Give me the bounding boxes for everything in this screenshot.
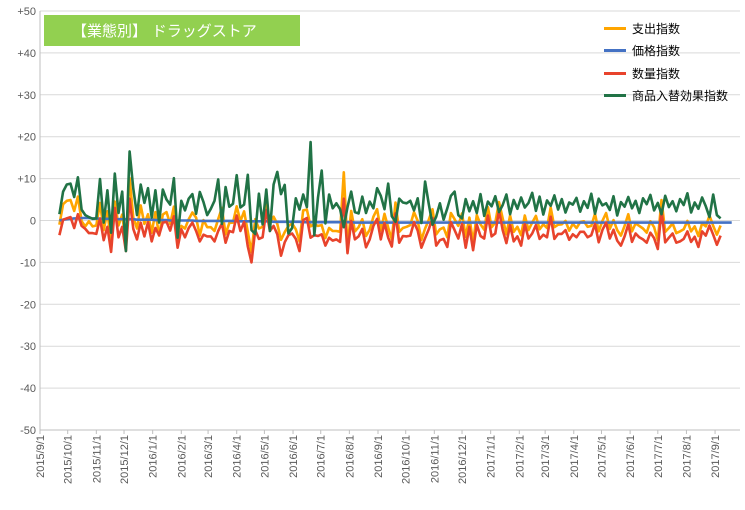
legend-swatch <box>604 49 626 53</box>
x-tick-label: 2017/6/1 <box>625 435 637 478</box>
x-tick-label: 2015/12/1 <box>119 435 131 484</box>
x-tick-label: 2016/10/1 <box>401 435 413 484</box>
x-tick-label: 2016/9/1 <box>373 435 385 478</box>
y-axis-tick-labels: +50 +40 +30 +20 +10 0 -10 -20 -30 -40 -50 <box>17 6 36 437</box>
legend-item: 価格指数 <box>604 40 728 63</box>
y-tick-label: -40 <box>20 383 36 395</box>
x-tick-label: 2017/4/1 <box>569 435 581 478</box>
y-tick-label: +20 <box>17 132 36 144</box>
series-lines <box>58 140 732 264</box>
y-tick-label: 0 <box>30 216 36 228</box>
y-tick-label: +30 <box>17 90 36 102</box>
x-tick-label: 2017/8/1 <box>681 435 693 478</box>
x-tick-label: 2015/9/1 <box>35 435 47 478</box>
y-tick-label: +40 <box>17 48 36 60</box>
legend-label: 商品入替効果指数 <box>632 89 729 104</box>
y-tick-label: -10 <box>20 257 36 269</box>
x-tick-label: 2016/5/1 <box>259 435 271 478</box>
series-line <box>58 140 722 253</box>
legend-swatch <box>604 94 626 98</box>
x-tick-label: 2017/3/1 <box>540 435 552 478</box>
x-tick-label: 2016/1/1 <box>148 435 160 478</box>
legend-label: 数量指数 <box>632 66 681 81</box>
chart-title: 【業態別】 ドラッグストア <box>44 15 300 46</box>
x-tick-label: 2017/7/1 <box>653 435 665 478</box>
chart-legend: 支出指数価格指数数量指数商品入替効果指数 <box>604 17 728 107</box>
x-tick-label: 2017/9/1 <box>710 435 722 478</box>
legend-label: 価格指数 <box>632 44 681 59</box>
x-tick-label: 2016/6/1 <box>288 435 300 478</box>
x-tick-label: 2016/2/1 <box>176 435 188 478</box>
series-line <box>58 197 722 264</box>
series-line <box>58 171 722 254</box>
x-tick-label: 2016/7/1 <box>316 435 328 478</box>
legend-swatch <box>604 71 626 75</box>
x-tick-label: 2017/2/1 <box>514 435 526 478</box>
legend-item: 支出指数 <box>604 17 728 40</box>
x-tick-label: 2016/4/1 <box>232 435 244 478</box>
x-axis-tick-labels: 2015/9/1 2015/10/1 2015/11/1 2015/12/1 2016/… <box>35 430 722 484</box>
x-tick-label: 2015/10/1 <box>63 435 75 484</box>
y-tick-label: +50 <box>17 6 36 18</box>
x-tick-label: 2015/11/1 <box>91 435 103 483</box>
legend-swatch <box>604 26 626 30</box>
x-tick-label: 2016/3/1 <box>203 435 215 478</box>
legend-item: 数量指数 <box>604 62 728 85</box>
x-tick-label: 2017/5/1 <box>596 435 608 478</box>
legend-item: 商品入替効果指数 <box>604 85 728 108</box>
x-tick-label: 2016/12/1 <box>457 435 469 484</box>
x-tick-label: 2016/11/1 <box>429 435 441 483</box>
y-tick-label: -20 <box>20 299 36 311</box>
y-tick-label: -30 <box>20 341 36 353</box>
x-tick-label: 2016/8/1 <box>344 435 356 478</box>
x-tick-label: 2017/1/1 <box>486 435 498 478</box>
y-tick-label: -50 <box>20 425 36 437</box>
legend-label: 支出指数 <box>632 21 681 36</box>
chart-title-text: 【業態別】 ドラッグストア <box>72 22 257 40</box>
y-tick-label: +10 <box>17 174 36 186</box>
